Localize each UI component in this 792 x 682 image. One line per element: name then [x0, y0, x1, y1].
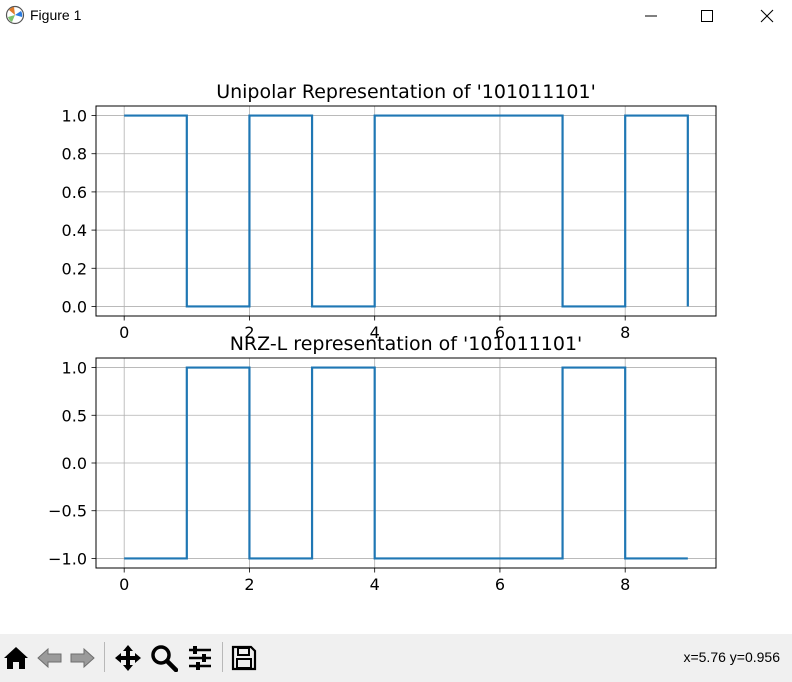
- app-icon: [5, 5, 25, 25]
- x-tick-label: 8: [620, 323, 630, 342]
- minimize-icon: [645, 15, 657, 17]
- cursor-coordinates: x=5.76 y=0.956: [683, 649, 780, 665]
- x-tick-label: 0: [119, 323, 129, 342]
- x-tick-label: 6: [495, 323, 505, 342]
- y-tick-label: 0.6: [62, 183, 87, 202]
- zoom-button[interactable]: [150, 644, 179, 673]
- x-tick-label: 6: [495, 575, 505, 594]
- save-icon: [231, 645, 257, 671]
- axes-frame: [95, 357, 717, 569]
- configure-subplots-button[interactable]: [186, 644, 214, 672]
- y-tick-label: −0.5: [48, 502, 87, 521]
- figure-canvas[interactable]: 0 2 4 6 8 0.0 0.2 0.4 0.6 0.8 1.0 Unipolar Represen…: [0, 32, 792, 634]
- subplot-unipolar: 0 2 4 6 8 0.0 0.2 0.4 0.6 0.8 1.0 Unipolar Represen…: [62, 81, 717, 342]
- back-button[interactable]: [36, 644, 64, 672]
- x-tick-label: 2: [244, 575, 254, 594]
- close-icon: [760, 9, 774, 23]
- y-tick-label: 1.0: [62, 107, 87, 126]
- y-tick-label: 0.0: [62, 454, 87, 473]
- x-tick-label: 4: [370, 575, 380, 594]
- zoom-icon: [151, 645, 179, 673]
- back-icon: [37, 647, 62, 669]
- x-tick-label: 8: [620, 575, 630, 594]
- forward-button[interactable]: [68, 644, 96, 672]
- save-button[interactable]: [230, 644, 258, 672]
- pan-button[interactable]: [114, 644, 142, 672]
- signal-line: [124, 366, 688, 560]
- y-tick-label: 0.4: [62, 221, 87, 240]
- x-tick-label: 4: [370, 323, 380, 342]
- navigation-toolbar: x=5.76 y=0.956: [0, 634, 792, 682]
- y-tick-label: 0.2: [62, 259, 87, 278]
- subplot-nrzl: 0 2 4 6 8 −1.0 −0.5 0.0 0.5 1.0 NRZ-L representati…: [48, 333, 717, 594]
- forward-icon: [70, 647, 95, 669]
- subplot-title: NRZ-L representation of '101011101': [230, 333, 583, 355]
- pan-icon: [115, 645, 141, 671]
- toolbar-separator: [222, 642, 223, 672]
- home-icon: [4, 647, 28, 669]
- axes-frame: [95, 105, 717, 317]
- configure-subplots-icon: [189, 646, 211, 670]
- y-tick-label: −1.0: [48, 549, 87, 568]
- y-tick-label: 0.8: [62, 145, 87, 164]
- close-button[interactable]: [744, 0, 790, 32]
- y-tick-label: 0.5: [62, 406, 87, 425]
- y-tick-label: 0.0: [62, 297, 87, 316]
- signal-line: [124, 114, 689, 308]
- subplot-title: Unipolar Representation of '101011101': [216, 81, 596, 103]
- maximize-button[interactable]: [684, 0, 730, 32]
- maximize-icon: [701, 10, 713, 22]
- x-tick-label: 0: [119, 575, 129, 594]
- title-bar: Figure 1: [0, 0, 792, 32]
- minimize-button[interactable]: [628, 0, 674, 32]
- home-button[interactable]: [2, 644, 30, 672]
- x-tick-label: 2: [244, 323, 254, 342]
- toolbar-separator: [104, 642, 105, 672]
- window-title: Figure 1: [30, 7, 82, 23]
- y-tick-label: 1.0: [62, 359, 87, 378]
